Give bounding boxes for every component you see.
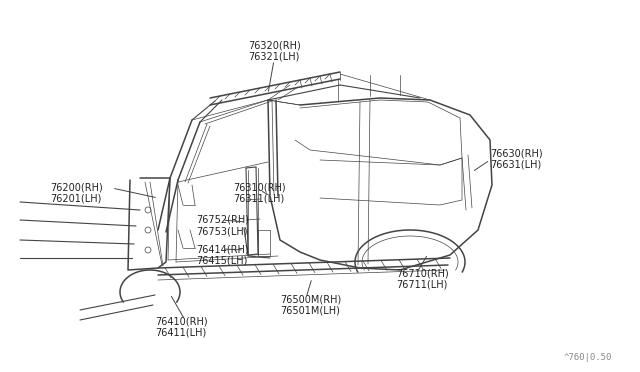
Text: 76500M(RH)
76501M(LH): 76500M(RH) 76501M(LH) bbox=[280, 294, 341, 315]
Text: 76752(RH)
76753(LH): 76752(RH) 76753(LH) bbox=[196, 215, 249, 237]
Text: 76410(RH)
76411(LH): 76410(RH) 76411(LH) bbox=[155, 316, 207, 338]
Text: 76414(RH)
76415(LH): 76414(RH) 76415(LH) bbox=[196, 244, 248, 266]
Text: 76200(RH)
76201(LH): 76200(RH) 76201(LH) bbox=[50, 182, 103, 203]
Text: ^760|0.50: ^760|0.50 bbox=[564, 353, 612, 362]
Text: 76310(RH)
76311(LH): 76310(RH) 76311(LH) bbox=[233, 182, 285, 203]
Text: 76710(RH)
76711(LH): 76710(RH) 76711(LH) bbox=[396, 268, 449, 289]
Text: 76630(RH)
76631(LH): 76630(RH) 76631(LH) bbox=[490, 148, 543, 170]
Text: 76320(RH)
76321(LH): 76320(RH) 76321(LH) bbox=[248, 40, 301, 62]
